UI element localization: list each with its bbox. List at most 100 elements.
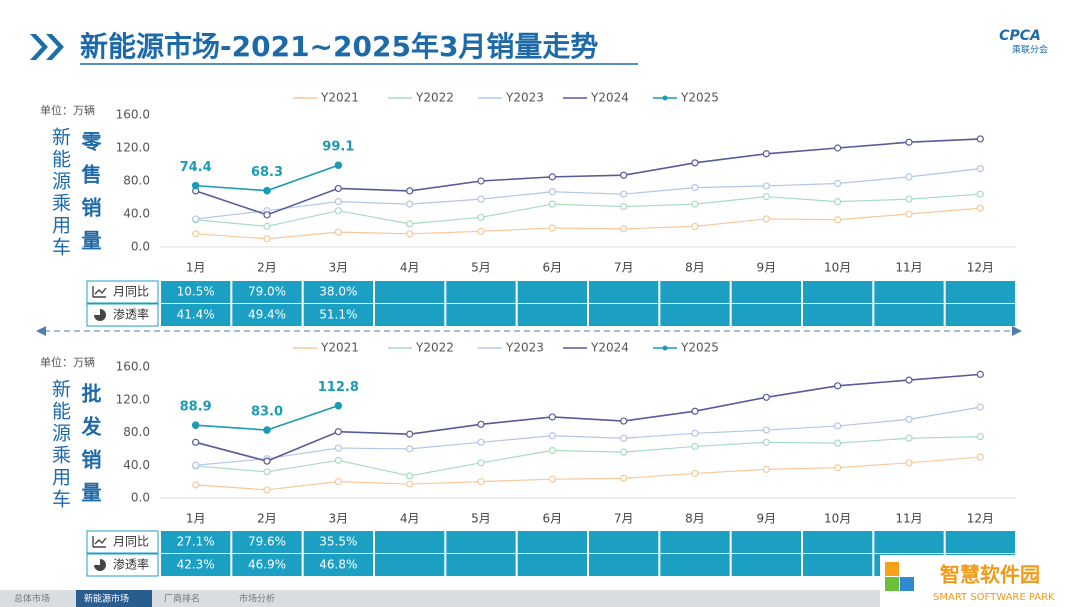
table-value: 27.1% xyxy=(177,535,215,549)
table-cell xyxy=(161,531,231,553)
point xyxy=(691,222,699,230)
table-cell xyxy=(945,304,1015,326)
value-label: 99.1 xyxy=(322,140,354,155)
point xyxy=(334,444,342,452)
legend-label: Y2021 xyxy=(320,341,359,355)
point xyxy=(762,393,770,401)
x-tick-label: 1月 xyxy=(186,261,206,275)
point xyxy=(905,138,913,146)
point xyxy=(263,222,271,230)
row-icon xyxy=(94,309,106,321)
x-tick-label: 11月 xyxy=(895,512,922,526)
legend-label: Y2024 xyxy=(590,341,629,355)
point xyxy=(334,456,342,464)
row-label: 月同比 xyxy=(113,285,149,299)
row-icon xyxy=(94,559,106,571)
series-line xyxy=(195,406,981,466)
value-label: 112.8 xyxy=(318,380,359,395)
point xyxy=(477,420,485,428)
y-tick-label: 40.0 xyxy=(123,207,150,221)
series-line xyxy=(195,207,981,240)
point xyxy=(192,215,200,223)
point xyxy=(548,173,556,181)
table-value: 42.3% xyxy=(177,558,215,572)
table-value: 79.6% xyxy=(248,535,286,549)
table-cell xyxy=(589,531,659,553)
x-tick-label: 5月 xyxy=(471,261,491,275)
point xyxy=(263,186,271,195)
table-cell xyxy=(945,281,1015,303)
table-cell xyxy=(660,304,730,326)
value-label: 83.0 xyxy=(251,405,283,420)
point xyxy=(334,184,342,193)
point xyxy=(548,200,556,208)
point xyxy=(976,135,984,143)
table-cell xyxy=(446,304,516,326)
point xyxy=(406,445,414,453)
point xyxy=(762,438,770,446)
x-tick-label: 10月 xyxy=(824,261,851,275)
legend-label: Y2022 xyxy=(415,91,454,105)
point xyxy=(976,190,984,198)
table-cell xyxy=(446,281,516,303)
table-value: 10.5% xyxy=(177,285,215,299)
table-cell xyxy=(660,531,730,553)
x-tick-label: 1月 xyxy=(186,512,206,526)
point xyxy=(905,173,913,181)
point xyxy=(192,461,200,469)
x-tick-label: 8月 xyxy=(685,512,705,526)
point xyxy=(762,193,770,201)
nav-item: 新能源市场 xyxy=(84,593,129,605)
table-value: 46.9% xyxy=(248,558,286,572)
point xyxy=(334,207,342,215)
point xyxy=(406,200,414,208)
table-cell xyxy=(874,531,944,553)
table-cell xyxy=(161,281,231,303)
series-line xyxy=(195,373,981,462)
point xyxy=(620,434,628,442)
side-label: 新能源乘用车 xyxy=(49,379,71,511)
x-tick-label: 12月 xyxy=(967,261,994,275)
y-tick-label: 120.0 xyxy=(116,392,150,406)
table-cell xyxy=(731,531,801,553)
series-line xyxy=(195,138,981,216)
table-value: 79.0% xyxy=(248,285,286,299)
legend-label: Y2022 xyxy=(415,341,454,355)
table-cell xyxy=(945,531,1015,553)
chart-title: 零售销量 xyxy=(78,131,102,263)
point xyxy=(548,446,556,455)
table-cell xyxy=(517,304,587,326)
point xyxy=(976,432,984,441)
x-tick-label: 5月 xyxy=(471,512,491,526)
point xyxy=(834,216,842,224)
table-cell xyxy=(375,281,445,303)
table-cell xyxy=(232,304,302,326)
point xyxy=(691,184,699,192)
point xyxy=(762,465,770,473)
point xyxy=(406,230,414,238)
point xyxy=(477,227,485,235)
point xyxy=(620,474,628,482)
point xyxy=(905,195,913,203)
y-tick-label: 0.0 xyxy=(131,491,150,505)
series-line xyxy=(195,456,981,491)
point xyxy=(477,459,485,467)
point xyxy=(620,202,628,211)
point xyxy=(834,439,842,447)
y-tick-label: 160.0 xyxy=(116,108,150,122)
wm-icon xyxy=(885,562,899,576)
table-cell xyxy=(803,554,873,576)
point xyxy=(406,430,414,438)
logo-sub: 乘联分会 xyxy=(1012,44,1048,56)
row-icon xyxy=(92,286,107,298)
table-cell xyxy=(517,281,587,303)
x-tick-label: 6月 xyxy=(543,261,563,275)
point xyxy=(905,376,913,384)
point xyxy=(334,198,342,206)
x-tick-label: 10月 xyxy=(824,512,851,526)
point xyxy=(620,417,628,425)
point xyxy=(834,198,842,206)
x-tick-label: 7月 xyxy=(614,512,634,526)
point xyxy=(905,434,913,442)
series-line xyxy=(195,168,981,220)
